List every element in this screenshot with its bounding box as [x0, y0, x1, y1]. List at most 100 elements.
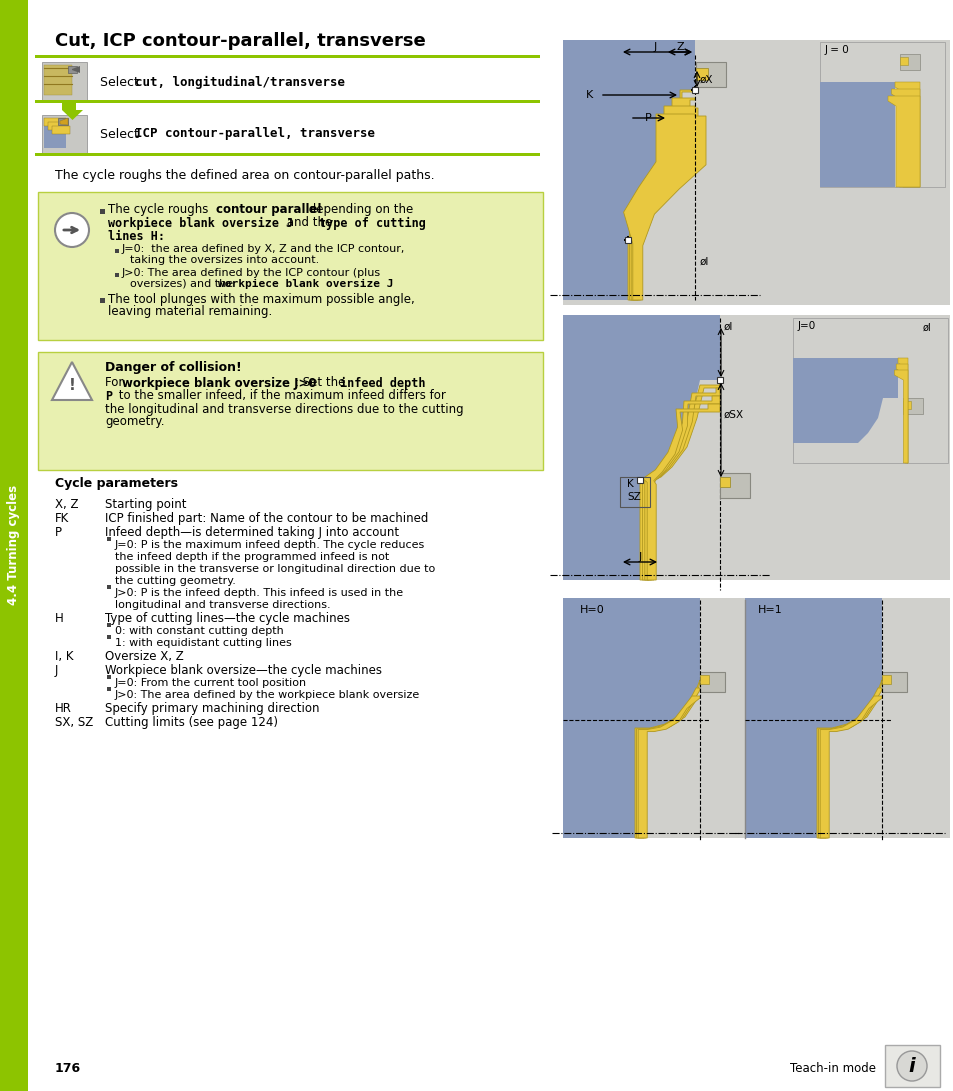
- Bar: [700, 672, 724, 692]
- Polygon shape: [642, 404, 720, 580]
- Bar: [720, 477, 729, 487]
- Bar: [884, 1045, 939, 1087]
- Bar: [100, 298, 105, 303]
- Text: 1: with equidistant cutting lines: 1: with equidistant cutting lines: [115, 638, 292, 648]
- Polygon shape: [641, 388, 720, 580]
- Polygon shape: [820, 696, 882, 838]
- Text: J=0: P is the maximum infeed depth. The cycle reduces: J=0: P is the maximum infeed depth. The …: [115, 540, 425, 550]
- Text: the infeed depth if the programmed infeed is not: the infeed depth if the programmed infee…: [115, 552, 389, 562]
- Text: .: .: [374, 279, 377, 289]
- Text: J = 0: J = 0: [824, 45, 849, 55]
- Text: J=0:  the area defined by X, Z and the ICP contour,: J=0: the area defined by X, Z and the IC…: [122, 244, 405, 254]
- Bar: [691, 87, 698, 93]
- Text: 4.4 Turning cycles: 4.4 Turning cycles: [8, 484, 20, 606]
- Bar: [902, 398, 923, 413]
- Bar: [42, 62, 87, 100]
- Text: J>0: The area defined by the ICP contour (plus: J>0: The area defined by the ICP contour…: [122, 268, 381, 278]
- Text: The tool plunges with the maximum possible angle,: The tool plunges with the maximum possib…: [108, 292, 415, 305]
- Bar: [882, 672, 906, 692]
- Bar: [38, 192, 542, 340]
- Text: lines H:: lines H:: [108, 229, 165, 242]
- Polygon shape: [562, 315, 720, 580]
- Text: Select: Select: [100, 75, 143, 88]
- Text: Select: Select: [100, 128, 143, 141]
- Bar: [720, 473, 749, 497]
- Text: øI: øI: [700, 257, 709, 267]
- Bar: [899, 53, 919, 70]
- Bar: [115, 249, 119, 253]
- Text: K: K: [586, 89, 593, 100]
- Text: J>0: P is the infeed depth. This infeed is used in the: J>0: P is the infeed depth. This infeed …: [115, 588, 404, 598]
- Text: workpiece blank oversize J>0: workpiece blank oversize J>0: [122, 376, 316, 389]
- Bar: [42, 115, 87, 153]
- Text: Z: Z: [676, 41, 683, 52]
- Text: and the: and the: [283, 216, 335, 229]
- Text: to the smaller infeed, if the maximum infeed differs for: to the smaller infeed, if the maximum in…: [115, 389, 445, 403]
- Text: the cutting geometry.: the cutting geometry.: [115, 576, 235, 586]
- Polygon shape: [894, 370, 907, 463]
- Polygon shape: [792, 358, 897, 443]
- Polygon shape: [68, 65, 77, 73]
- Bar: [44, 72, 71, 77]
- Circle shape: [55, 213, 89, 247]
- Bar: [35, 100, 539, 103]
- Polygon shape: [623, 113, 705, 300]
- Text: J=0: J=0: [797, 321, 816, 331]
- Bar: [899, 57, 907, 65]
- Bar: [107, 623, 111, 627]
- Polygon shape: [629, 98, 695, 300]
- Bar: [792, 317, 947, 463]
- Bar: [619, 477, 649, 507]
- Text: geometry.: geometry.: [105, 416, 164, 429]
- Bar: [52, 125, 70, 134]
- Bar: [562, 598, 949, 838]
- Text: H: H: [55, 612, 64, 625]
- Text: Oversize X, Z: Oversize X, Z: [105, 650, 184, 663]
- Text: The cycle roughs the defined area on contour-parallel paths.: The cycle roughs the defined area on con…: [55, 168, 435, 181]
- Polygon shape: [628, 106, 698, 300]
- Text: Teach-in mode: Teach-in mode: [789, 1062, 875, 1075]
- Text: øX: øX: [700, 75, 713, 85]
- Text: P: P: [55, 526, 62, 539]
- Bar: [0, 0, 28, 1091]
- Bar: [700, 675, 708, 684]
- Text: infeed depth: infeed depth: [339, 376, 425, 389]
- Bar: [696, 62, 725, 87]
- Text: øSX: øSX: [723, 410, 743, 420]
- Text: i: i: [908, 1056, 914, 1076]
- Text: SX, SZ: SX, SZ: [55, 716, 93, 729]
- Bar: [562, 315, 949, 580]
- Text: HR: HR: [55, 702, 71, 715]
- Polygon shape: [887, 96, 919, 187]
- Bar: [35, 153, 539, 156]
- Text: øI: øI: [923, 323, 931, 333]
- Polygon shape: [635, 680, 700, 838]
- Text: SZ: SZ: [626, 492, 640, 502]
- Text: I, K: I, K: [55, 650, 73, 663]
- Text: oversizes) and the: oversizes) and the: [130, 279, 236, 289]
- Text: Type of cutting lines—the cycle machines: Type of cutting lines—the cycle machines: [105, 612, 350, 625]
- Polygon shape: [52, 362, 91, 400]
- Text: leaving material remaining.: leaving material remaining.: [108, 304, 272, 317]
- Bar: [717, 377, 722, 383]
- Bar: [820, 41, 944, 187]
- Bar: [882, 675, 890, 684]
- Bar: [107, 537, 111, 541]
- Text: H=1: H=1: [758, 606, 781, 615]
- Polygon shape: [58, 118, 68, 125]
- Bar: [107, 687, 111, 691]
- Text: X, Z: X, Z: [55, 497, 78, 511]
- Bar: [38, 352, 542, 470]
- Text: ICP finished part: Name of the contour to be machined: ICP finished part: Name of the contour t…: [105, 512, 428, 525]
- Bar: [44, 118, 66, 148]
- Text: workpiece blank oversize J: workpiece blank oversize J: [108, 216, 293, 229]
- Bar: [48, 122, 68, 130]
- Text: workpiece blank oversize J: workpiece blank oversize J: [218, 279, 393, 289]
- Text: longitudinal and transverse directions.: longitudinal and transverse directions.: [115, 600, 331, 610]
- Text: Cutting limits (see page 124): Cutting limits (see page 124): [105, 716, 277, 729]
- Polygon shape: [816, 680, 882, 838]
- Polygon shape: [897, 358, 907, 463]
- Bar: [107, 675, 111, 679]
- Circle shape: [896, 1051, 926, 1081]
- Text: J: J: [55, 664, 58, 678]
